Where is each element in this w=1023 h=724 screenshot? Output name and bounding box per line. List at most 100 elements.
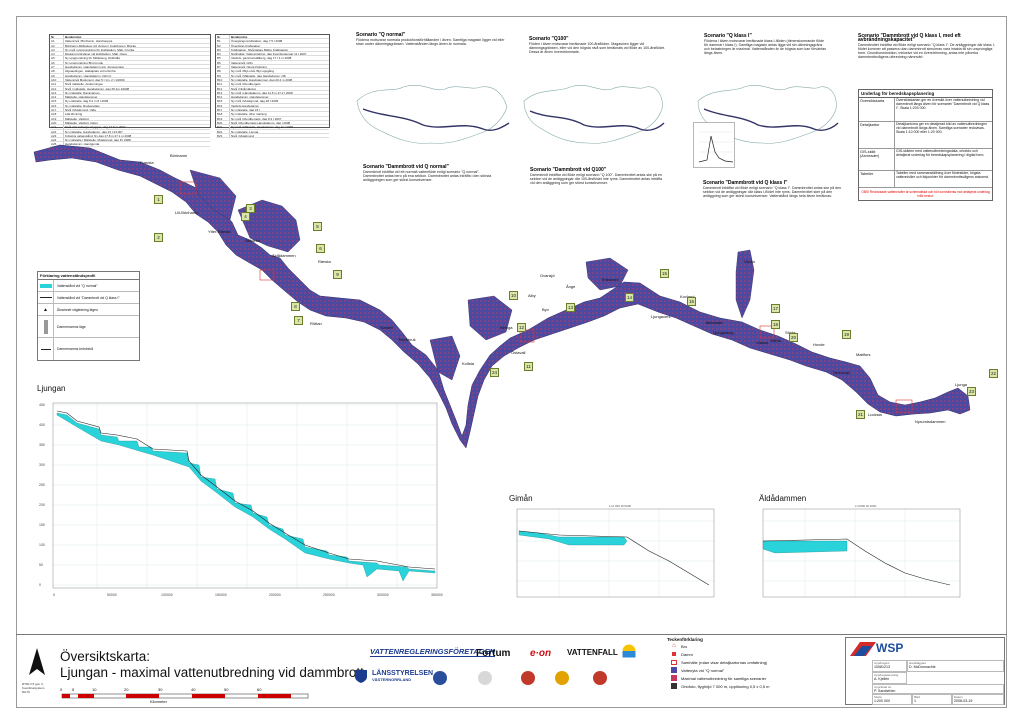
row-description: Lilla Rimning: [65, 112, 83, 117]
row-description: Ny mätstelle, dag 15 I: [231, 108, 261, 113]
place-label: Järkvissle: [705, 320, 723, 325]
place-label: Viskan: [756, 340, 768, 345]
title-legend-item: Vattenyta vid "Q normal": [681, 667, 725, 673]
wsp-logo: WSP: [876, 641, 904, 655]
row-description: Nivå vid Lövbergs-stryggon, dag 17.5 m 2…: [65, 125, 126, 130]
table-row: A21 Nivå vid Lövbergs-stryggon, dag 17.5 …: [50, 125, 210, 130]
title-legend-heading: Teckenförklaring: [667, 637, 703, 642]
row-number: A2: [50, 43, 64, 47]
reference-system: RT90 2,5 gon V, Koordinatsystem RH70: [22, 682, 45, 694]
map-number: 4: [241, 212, 250, 221]
header-cell: Benämning: [65, 35, 82, 39]
fortum-logo: Fortum: [476, 648, 511, 659]
map-number: 10: [509, 291, 518, 300]
title-block: [16, 634, 1007, 708]
place-label: Östavall: [511, 350, 526, 355]
field-value: 1: [914, 699, 916, 703]
legend-table-right: Nr Benämning B1 Övergångs-kraftstation, dag…: [215, 34, 330, 139]
underlag-key: Detaljkartor: [859, 122, 895, 148]
table-row: A10 Vattennivå Muskmunt, dag 5 I 1m, 2 I …: [50, 77, 210, 83]
row-number: B8: [216, 69, 230, 73]
scenario-dammbrott-klass-1-eft: Scenario "Dammbrott vid Q klass I, med e…: [858, 33, 998, 60]
y-tick-label: 100: [39, 543, 45, 547]
table-row: B11 Ny nivå i Rundbergets: [216, 82, 329, 87]
table-row: B16 Vasbröt-Handsdamm: [216, 103, 329, 109]
place-label: Bönhamn: [170, 153, 188, 158]
row-number: A3: [50, 47, 64, 52]
table-row: A14 Mätstelle, Handstammer: [50, 95, 210, 100]
table-row: B17 Ny mätstelle, dag 15 I: [216, 108, 329, 113]
y-tick-label: 350: [39, 443, 45, 447]
table-row: B15 Ny nivå i Muskgrund, dag 18 I 2009: [216, 99, 329, 104]
row-description: Vattennivå i Stora Flottning: [231, 65, 267, 70]
row-description: Ny nivå i uppgrundning för kraftstation,…: [65, 47, 135, 52]
map-number: 13: [566, 303, 575, 312]
place-label: Ränsta: [318, 259, 331, 264]
row-description: Nivå i Muskmund, Ulda: [65, 108, 96, 113]
row-number: A20: [50, 120, 64, 125]
y-tick-label: 250: [39, 483, 45, 487]
bridge-icon: ⌂: [672, 643, 676, 649]
ljungan-dammbrott-line: [56, 410, 436, 570]
title-legend-item: Bro: [681, 643, 688, 649]
field-label: Blad: [914, 695, 921, 699]
table-row: A19 Mätstelle, Vasbröt: [50, 116, 210, 121]
place-label: Kiringa: [500, 325, 513, 330]
row-number: B11: [216, 82, 230, 86]
underlag-key: GIS-skikt (Arcreader): [859, 149, 895, 170]
ljungan-profile-title: Ljungan: [37, 384, 66, 393]
place-label: Ljungaskog: [713, 330, 734, 335]
table-row: A16 Ny mätstelle, Rockenplats: [50, 103, 210, 109]
scenario-q-klass-1: Scenario "Q klass I" Flödena i älven mots…: [704, 33, 828, 55]
x-tick-label: 200000: [269, 593, 281, 597]
place-label: Lill-Bönhamn: [175, 210, 199, 215]
row-description: Rautam-Grörslaver vid kraftstation, Malt…: [65, 52, 127, 57]
row-number: B3: [216, 47, 230, 52]
map-number: 5: [313, 222, 322, 231]
orthophoto-icon: [671, 683, 677, 689]
row-description: Vasbröt, gammal Hällberg, dag 17 I 4 m 2…: [231, 56, 292, 61]
row-number: B2: [216, 43, 230, 47]
scenario-q100: Scenario "Q100" Flöden i älven motsvarar …: [529, 36, 667, 55]
table-row: A4 Rautam-Grörslaver vid kraftstation, Ma…: [50, 52, 210, 57]
table-row: A18 Lilla Rimning: [50, 112, 210, 117]
scenario-title: Scenario "Dammbrott vid Q klass I": [703, 180, 788, 186]
place-label: Erikslund: [602, 277, 619, 282]
table-row: B6 Vattennivå i Alby: [216, 60, 329, 66]
table-row: A24 Ny mätstelle i Mätstelle, Muskgrund, …: [50, 138, 210, 143]
giman-axis-label: L=2 000 till 5000: [609, 504, 631, 508]
place-label: Ytter-Ränsta: [208, 229, 231, 234]
place-label: Kovland: [680, 294, 694, 299]
scenario-text: Flöden i älven motsvarar beräknade 100-å…: [529, 42, 666, 55]
field-value: D. McDonnachie: [909, 665, 936, 669]
row-number: A9: [50, 73, 64, 77]
scale-tick: 40: [191, 687, 196, 692]
scenario-title: Scenario "Dammbrott vid Q100": [530, 167, 607, 173]
row-description: Handsdamm, Handstammer: [231, 95, 269, 100]
map-number: 17: [771, 304, 780, 313]
lansstyrelsen-sub: VÄSTERNORRLAND: [372, 677, 412, 682]
row-description: Kraftstation, Nivåmätare Bättre Kraftsta…: [231, 47, 289, 52]
giman-profile-title: Gimån: [509, 494, 533, 503]
y-tick-label: 300: [39, 463, 45, 467]
row-description: Vasbröt-Handsdamm: [231, 103, 260, 108]
field-value: P. Sandström: [874, 689, 896, 693]
row-description: Handsdamm, Handgunda: [65, 142, 100, 147]
header-cell: Benämning: [231, 35, 248, 39]
row-number: B18: [216, 112, 230, 116]
table-row: B14 Handsdamm, Handstammer: [216, 95, 329, 100]
giman-dammbrott-line: [518, 530, 710, 586]
field-label: Datum: [954, 695, 963, 699]
emblem-icon: [521, 671, 535, 685]
field-value: 1:200 000: [874, 699, 890, 703]
emblem-icon: [478, 671, 492, 685]
table-row: B23 Nivå i Muskmund: [216, 133, 329, 139]
row-description: Handsdamm, Handsdamm, Dölj rit.: [65, 73, 112, 78]
row-number: A23: [50, 133, 64, 138]
row-description: Ålgsaudingen, Halkaplats vid Grönrfra: [65, 69, 116, 74]
scenario-text: Flödena motsvarar normala produktionsför…: [356, 38, 505, 47]
row-number: B23: [216, 133, 230, 138]
x-tick-label: 0: [53, 593, 55, 597]
ljungan-q-normal-area: [56, 412, 436, 582]
